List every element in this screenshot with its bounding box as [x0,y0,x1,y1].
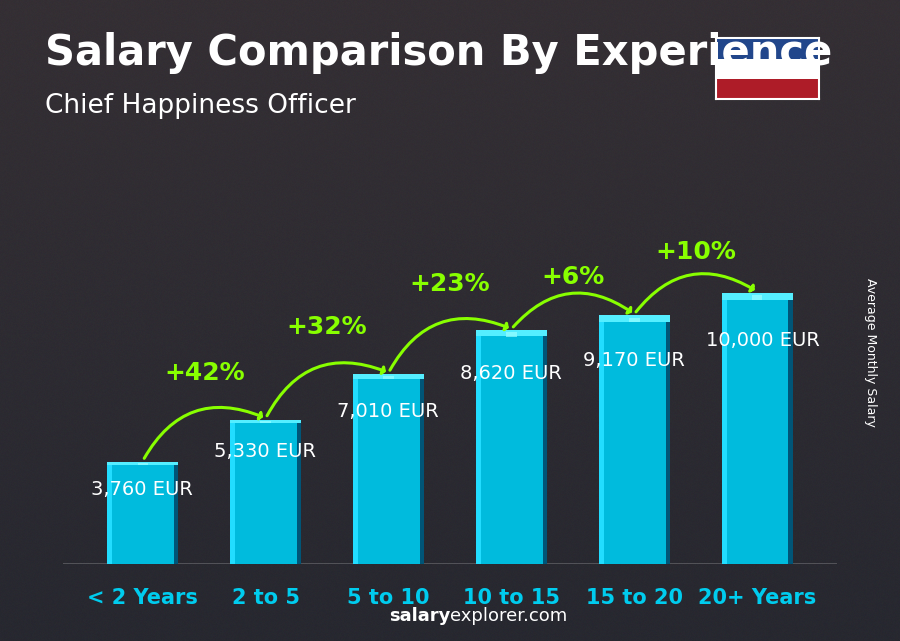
Text: +23%: +23% [410,272,490,296]
Text: 20+ Years: 20+ Years [698,588,816,608]
Text: 5 to 10: 5 to 10 [347,588,430,608]
Text: Chief Happiness Officer: Chief Happiness Officer [45,93,356,119]
Bar [716,59,819,79]
Text: 15 to 20: 15 to 20 [586,588,683,608]
Text: 10,000 EUR: 10,000 EUR [706,331,819,350]
Text: 3,760 EUR: 3,760 EUR [91,479,194,499]
Bar [716,38,819,59]
Bar [543,330,547,564]
Bar [383,376,394,379]
FancyBboxPatch shape [230,419,302,564]
Text: Salary Comparison By Experience: Salary Comparison By Experience [45,32,832,74]
Bar [107,462,112,564]
FancyBboxPatch shape [353,374,424,564]
Bar [722,293,793,299]
Bar [598,315,604,564]
Text: 2 to 5: 2 to 5 [231,588,300,608]
Bar [297,419,302,564]
Bar [138,463,148,465]
Text: explorer.com: explorer.com [450,607,567,625]
Bar [230,419,235,564]
Bar [629,318,640,322]
Bar [476,330,481,564]
Text: 5,330 EUR: 5,330 EUR [214,442,316,462]
Bar [353,374,358,564]
Text: +6%: +6% [541,265,605,289]
FancyBboxPatch shape [722,293,793,564]
Bar [506,333,517,337]
Text: +10%: +10% [655,240,736,265]
Bar [353,374,424,379]
FancyBboxPatch shape [598,315,670,564]
Bar [788,293,793,564]
Bar [666,315,670,564]
Text: +42%: +42% [164,361,245,385]
Text: 10 to 15: 10 to 15 [463,588,560,608]
Bar [107,462,178,465]
Text: 7,010 EUR: 7,010 EUR [337,402,438,421]
Bar [420,374,424,564]
Bar [598,315,670,322]
Text: salary: salary [389,607,450,625]
Bar [260,421,271,424]
Bar [230,420,302,423]
Text: +32%: +32% [287,315,367,338]
FancyBboxPatch shape [107,462,178,564]
Bar [752,296,762,300]
Bar [722,293,726,564]
Bar [476,330,547,336]
Bar [716,79,819,99]
FancyBboxPatch shape [476,330,547,564]
Text: 9,170 EUR: 9,170 EUR [582,351,685,370]
Text: 8,620 EUR: 8,620 EUR [460,364,562,383]
Text: Average Monthly Salary: Average Monthly Salary [865,278,878,427]
Bar [175,462,178,564]
Text: < 2 Years: < 2 Years [87,588,198,608]
